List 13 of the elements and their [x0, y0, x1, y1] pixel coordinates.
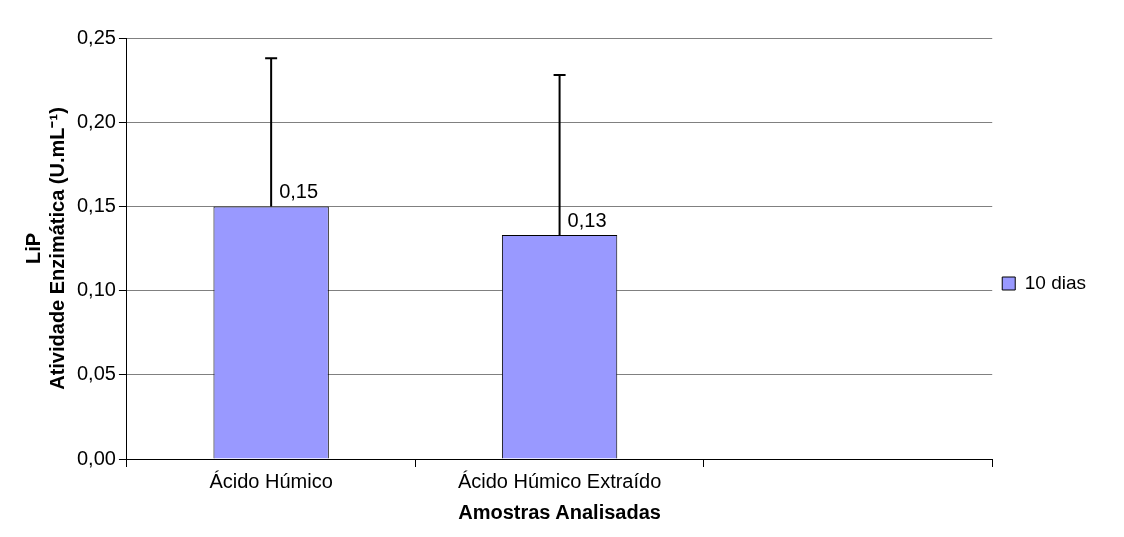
x-tick-label: Ácido Húmico — [209, 469, 333, 492]
data-label: 0,13 — [567, 208, 607, 231]
y-tick-label: 0,05 — [76, 362, 116, 385]
legend-label: 10 dias — [1024, 271, 1087, 293]
y-tick-label: 0,10 — [76, 278, 116, 301]
y-tick-label: 0,20 — [76, 109, 116, 132]
x-tick-label: Ácido Húmico Extraído — [457, 469, 662, 492]
y-tick-label: 0,15 — [76, 193, 116, 216]
y-axis-title: LiP Atividade Enzimática (U.mL⁻¹) — [21, 107, 68, 390]
y-tick-label: 0,25 — [76, 25, 116, 48]
data-label: 0,15 — [279, 179, 319, 202]
y-tick-label: 0,00 — [76, 446, 116, 469]
x-axis-title: Amostras Analisadas — [458, 500, 661, 523]
